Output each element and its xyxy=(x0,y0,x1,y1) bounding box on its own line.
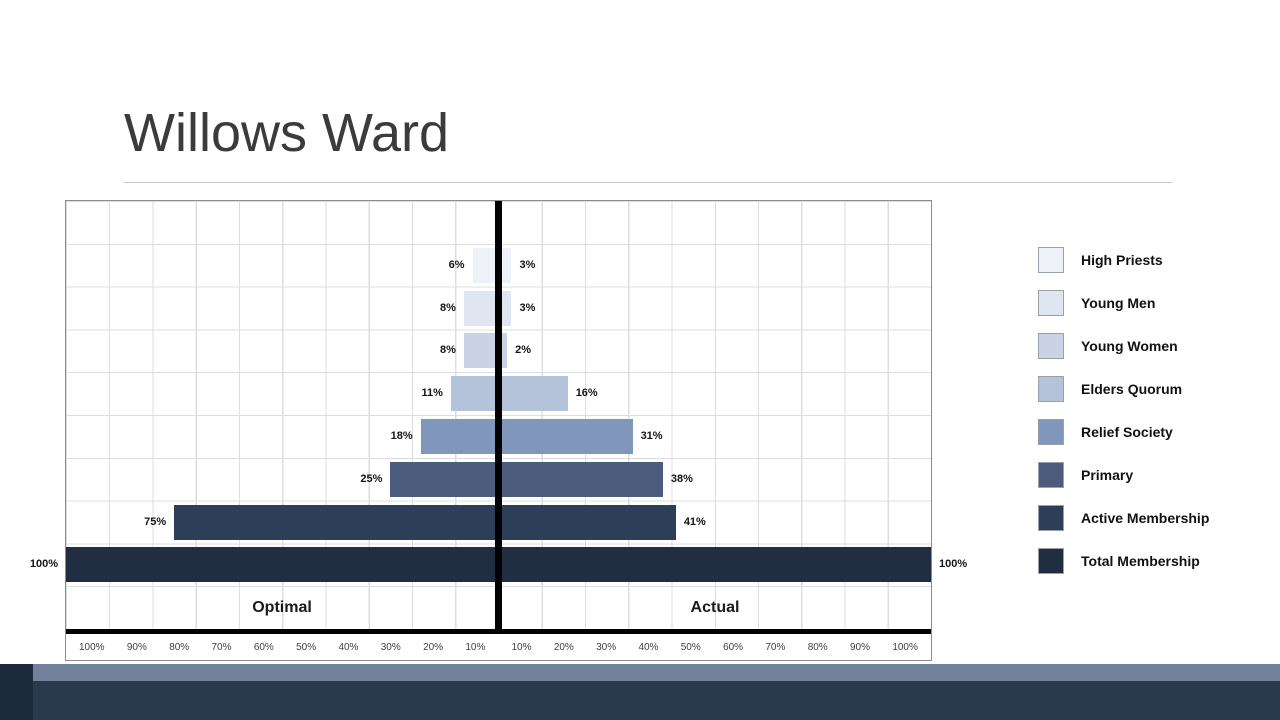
x-tick-right-70: 70% xyxy=(765,641,786,653)
legend-item-young-women: Young Women xyxy=(1038,332,1209,359)
x-tick-left-80: 80% xyxy=(169,641,190,653)
legend-swatch-high-priests xyxy=(1038,246,1064,273)
optimal-bar-active-membership xyxy=(174,504,499,540)
x-axis-left-ticks: 100% 90% 80% 70% 60% 50% 40% 30% 20% 10% xyxy=(66,642,499,653)
x-tick-right-20: 20% xyxy=(553,641,574,653)
legend-label-relief-society: Relief Society xyxy=(1081,423,1173,440)
legend-label-elders-quorum: Elders Quorum xyxy=(1081,380,1183,397)
optimal-value-young-men: 8% xyxy=(440,301,456,314)
legend-item-total-membership: Total Membership xyxy=(1038,547,1209,574)
x-tick-left-70: 70% xyxy=(211,641,232,653)
optimal-value-young-women: 8% xyxy=(440,344,456,357)
legend-item-elders-quorum: Elders Quorum xyxy=(1038,375,1209,402)
optimal-bar-high-priests xyxy=(472,247,499,283)
legend-swatch-total-membership xyxy=(1038,547,1064,574)
footer-accent-stripe xyxy=(0,664,1280,681)
optimal-bar-relief-society xyxy=(420,418,499,454)
plot-area: Optimal Actual 6% 3% 8% 3% 8% 2% 11% 16% 18% 31% 2… xyxy=(30,201,967,634)
optimal-side-label: Optimal xyxy=(252,599,312,616)
legend-swatch-primary xyxy=(1038,461,1064,488)
legend-item-high-priests: High Priests xyxy=(1038,246,1209,273)
center-axis-divider xyxy=(495,201,502,629)
x-tick-left-40: 40% xyxy=(338,641,359,653)
actual-value-elders-quorum: 16% xyxy=(575,387,598,400)
legend-label-young-men: Young Men xyxy=(1081,294,1156,311)
x-axis-right-ticks: 10% 20% 30% 40% 50% 60% 70% 80% 90% 100% xyxy=(499,642,932,653)
x-tick-left-100: 100% xyxy=(79,641,105,653)
footer-band xyxy=(0,681,1280,720)
actual-side-label: Actual xyxy=(690,599,740,616)
optimal-value-elders-quorum: 11% xyxy=(421,387,443,400)
footer-corner-accent xyxy=(0,664,33,720)
x-tick-left-20: 20% xyxy=(423,641,444,653)
chart-legend: High Priests Young Men Young Women Elders Q… xyxy=(1038,246,1209,574)
x-tick-right-90: 90% xyxy=(850,641,871,653)
actual-value-high-priests: 3% xyxy=(519,258,536,271)
legend-label-young-women: Young Women xyxy=(1081,337,1178,354)
x-tick-right-40: 40% xyxy=(638,641,659,653)
legend-item-relief-society: Relief Society xyxy=(1038,418,1209,445)
legend-label-active-membership: Active Membership xyxy=(1081,509,1210,526)
optimal-bar-primary xyxy=(390,461,499,497)
actual-value-active-membership: 41% xyxy=(683,515,706,528)
actual-bar-young-women xyxy=(498,333,508,369)
x-tick-left-90: 90% xyxy=(126,641,147,653)
x-tick-right-10: 10% xyxy=(511,641,532,653)
actual-bar-elders-quorum xyxy=(498,376,568,412)
actual-value-young-women: 2% xyxy=(515,344,532,357)
x-axis: 100% 90% 80% 70% 60% 50% 40% 30% 20% 10% 10% 20% 30… xyxy=(66,634,931,660)
legend-swatch-active-membership xyxy=(1038,504,1064,531)
legend-label-total-membership: Total Membership xyxy=(1081,552,1200,569)
actual-bar-relief-society xyxy=(498,418,633,454)
x-tick-right-100: 100% xyxy=(892,641,918,653)
optimal-value-relief-society: 18% xyxy=(390,429,413,442)
legend-item-young-men: Young Men xyxy=(1038,289,1209,316)
slide-title: Willows Ward xyxy=(124,103,450,163)
legend-item-primary: Primary xyxy=(1038,461,1209,488)
x-tick-right-80: 80% xyxy=(807,641,828,653)
optimal-value-primary: 25% xyxy=(360,472,383,485)
optimal-bar-total-membership xyxy=(66,547,499,583)
x-tick-left-10: 10% xyxy=(465,641,486,653)
x-tick-left-50: 50% xyxy=(296,641,317,653)
title-divider xyxy=(124,182,1172,183)
butterfly-chart: Optimal Actual 6% 3% 8% 3% 8% 2% 11% 16% 18% 31% 2… xyxy=(30,200,967,661)
actual-value-total-membership: 100% xyxy=(939,558,968,571)
actual-bar-active-membership xyxy=(498,504,676,540)
x-tick-left-30: 30% xyxy=(380,641,401,653)
x-tick-right-60: 60% xyxy=(723,641,744,653)
legend-swatch-elders-quorum xyxy=(1038,375,1064,402)
actual-bar-primary xyxy=(498,461,663,497)
actual-value-young-men: 3% xyxy=(519,301,536,314)
optimal-bar-young-women xyxy=(463,333,499,369)
legend-swatch-relief-society xyxy=(1038,418,1064,445)
legend-item-active-membership: Active Membership xyxy=(1038,504,1209,531)
legend-swatch-young-women xyxy=(1038,332,1064,359)
actual-value-relief-society: 31% xyxy=(640,429,663,442)
legend-label-primary: Primary xyxy=(1081,466,1134,483)
x-tick-left-60: 60% xyxy=(253,641,274,653)
optimal-value-active-membership: 75% xyxy=(144,515,167,528)
actual-value-primary: 38% xyxy=(670,472,693,485)
optimal-value-high-priests: 6% xyxy=(448,258,465,271)
legend-label-high-priests: High Priests xyxy=(1081,251,1163,268)
optimal-value-total-membership: 100% xyxy=(29,558,58,571)
legend-swatch-young-men xyxy=(1038,289,1064,316)
actual-bar-total-membership xyxy=(498,547,931,583)
optimal-bar-elders-quorum xyxy=(450,376,499,412)
x-tick-right-50: 50% xyxy=(680,641,701,653)
x-tick-right-30: 30% xyxy=(596,641,617,653)
optimal-bar-young-men xyxy=(463,290,499,326)
